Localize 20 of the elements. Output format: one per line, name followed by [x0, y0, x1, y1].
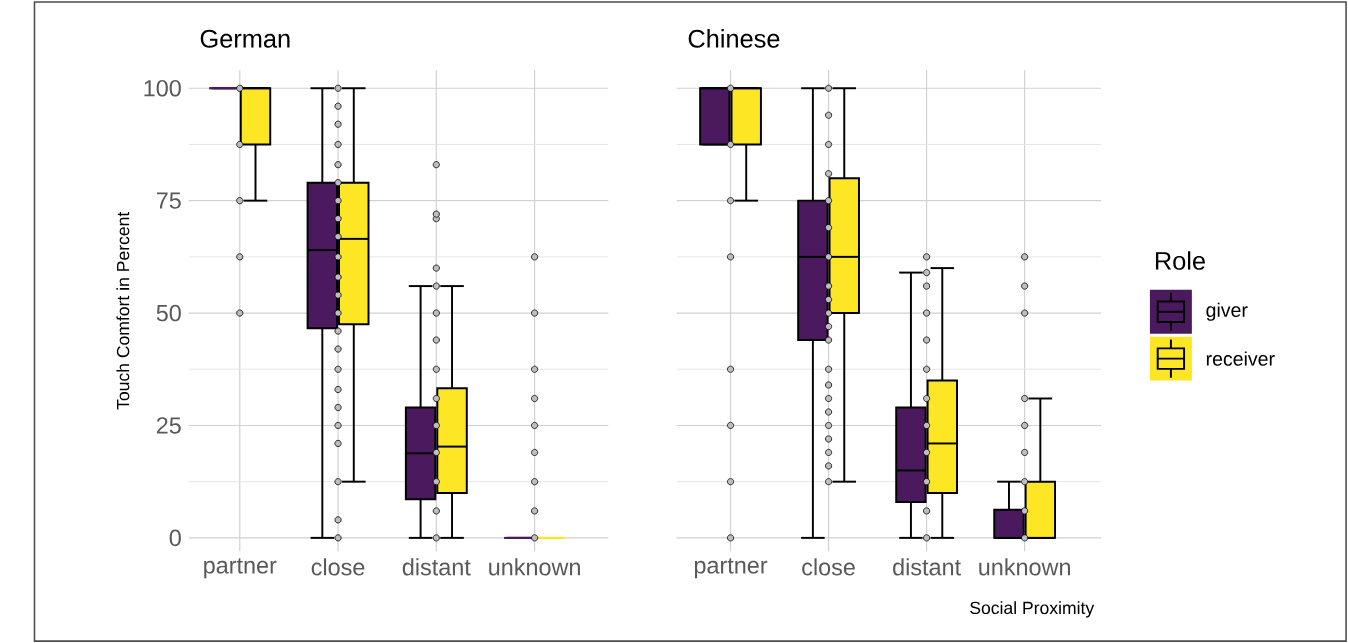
y-tick-label: 0 [169, 529, 181, 547]
y-tick-label: 50 [156, 304, 181, 322]
x-axis-title: Social Proximity [970, 601, 1095, 618]
x-tick-label: partner [204, 558, 277, 579]
x-tick-label: close [311, 558, 365, 576]
x-tick-label: distant [893, 558, 961, 576]
y-tick-label: 100 [144, 79, 181, 97]
x-tick-label: unknown [979, 558, 1070, 576]
legend-label: receiver [1206, 351, 1275, 366]
x-tick-label: close [802, 558, 855, 576]
y-axis-title: Touch Comfort in Percent [116, 211, 130, 410]
chart-title: German [200, 29, 290, 48]
y-tick-label: 25 [156, 417, 181, 434]
y-tick-label: 75 [156, 192, 181, 209]
legend-label: giver [1206, 302, 1248, 321]
legend-title: Role [1155, 251, 1205, 270]
x-tick-label: distant [402, 558, 471, 576]
x-tick-label: unknown [489, 558, 580, 576]
x-tick-label: partner [694, 558, 768, 579]
chart-title: Chinese [688, 29, 780, 48]
